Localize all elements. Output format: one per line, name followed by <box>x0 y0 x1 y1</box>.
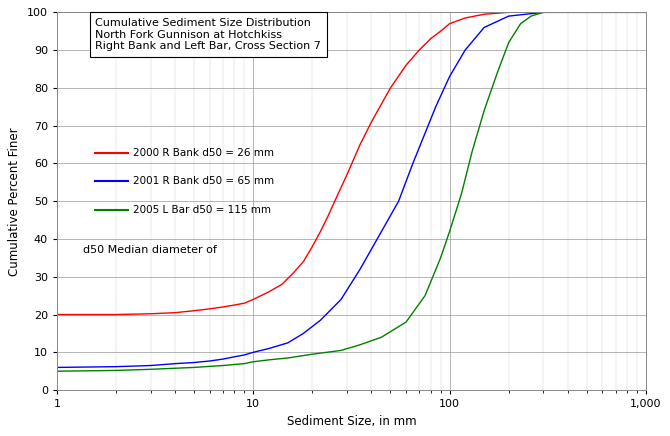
2005 L Bar d50 = 115 mm <box>190 365 198 370</box>
2005 L Bar d50 = 115 mm <box>493 70 501 75</box>
2001 R Bank d50 = 65 mm <box>171 361 179 366</box>
2001 R Bank d50 = 65 mm <box>461 48 469 53</box>
2000 R Bank d50 = 26 mm <box>171 310 179 315</box>
2000 R Bank d50 = 26 mm <box>278 282 286 287</box>
2001 R Bank d50 = 65 mm <box>446 74 454 79</box>
2000 R Bank d50 = 26 mm <box>437 29 445 34</box>
2001 R Bank d50 = 65 mm <box>299 331 308 336</box>
2000 R Bank d50 = 26 mm <box>324 214 332 219</box>
2001 R Bank d50 = 65 mm <box>505 14 513 19</box>
2005 L Bar d50 = 115 mm <box>468 150 476 155</box>
Text: 2000 R Bank d50 = 26 mm: 2000 R Bank d50 = 26 mm <box>133 148 275 158</box>
2000 R Bank d50 = 26 mm <box>331 198 339 204</box>
2001 R Bank d50 = 65 mm <box>409 161 417 166</box>
2000 R Bank d50 = 26 mm <box>480 12 488 17</box>
2000 R Bank d50 = 26 mm <box>230 303 239 308</box>
2000 R Bank d50 = 26 mm <box>387 85 395 91</box>
2000 R Bank d50 = 26 mm <box>356 142 364 147</box>
2000 R Bank d50 = 26 mm <box>249 297 257 302</box>
2005 L Bar d50 = 115 mm <box>458 191 466 196</box>
Line: 2005 L Bar d50 = 115 mm: 2005 L Bar d50 = 115 mm <box>57 12 646 371</box>
2000 R Bank d50 = 26 mm <box>367 119 375 125</box>
2000 R Bank d50 = 26 mm <box>147 311 155 317</box>
Text: Cumulative Sediment Size Distribution
North Fork Gunnison at Hotchkiss
Right Ban: Cumulative Sediment Size Distribution No… <box>95 18 321 51</box>
2005 L Bar d50 = 115 mm <box>147 367 155 372</box>
Text: 2001 R Bank d50 = 65 mm: 2001 R Bank d50 = 65 mm <box>133 176 275 186</box>
2000 R Bank d50 = 26 mm <box>446 21 454 26</box>
2005 L Bar d50 = 115 mm <box>337 348 345 353</box>
2000 R Bank d50 = 26 mm <box>289 270 297 276</box>
2000 R Bank d50 = 26 mm <box>505 10 513 15</box>
2001 R Bank d50 = 65 mm <box>219 357 227 362</box>
Line: 2000 R Bank d50 = 26 mm: 2000 R Bank d50 = 26 mm <box>57 12 646 314</box>
2001 R Bank d50 = 65 mm <box>480 25 488 30</box>
2000 R Bank d50 = 26 mm <box>112 312 120 317</box>
2001 R Bank d50 = 65 mm <box>206 358 214 364</box>
2001 R Bank d50 = 65 mm <box>421 131 429 136</box>
2001 R Bank d50 = 65 mm <box>356 266 364 272</box>
2001 R Bank d50 = 65 mm <box>539 10 547 15</box>
X-axis label: Sediment Size, in mm: Sediment Size, in mm <box>287 415 416 428</box>
2001 R Bank d50 = 65 mm <box>284 340 292 345</box>
2000 R Bank d50 = 26 mm <box>402 63 410 68</box>
2000 R Bank d50 = 26 mm <box>415 48 423 53</box>
Text: 2005 L Bar d50 = 115 mm: 2005 L Bar d50 = 115 mm <box>133 204 271 215</box>
2005 L Bar d50 = 115 mm <box>402 320 410 325</box>
2005 L Bar d50 = 115 mm <box>527 14 535 19</box>
2001 R Bank d50 = 65 mm <box>147 363 155 368</box>
2005 L Bar d50 = 115 mm <box>480 108 488 113</box>
2005 L Bar d50 = 115 mm <box>53 368 61 374</box>
2005 L Bar d50 = 115 mm <box>112 368 120 373</box>
2001 R Bank d50 = 65 mm <box>431 104 440 109</box>
2000 R Bank d50 = 26 mm <box>308 244 316 249</box>
2005 L Bar d50 = 115 mm <box>421 293 429 298</box>
2005 L Bar d50 = 115 mm <box>437 255 445 260</box>
2000 R Bank d50 = 26 mm <box>343 172 351 177</box>
2005 L Bar d50 = 115 mm <box>377 334 385 340</box>
2001 R Bank d50 = 65 mm <box>249 350 257 355</box>
2000 R Bank d50 = 26 mm <box>316 229 324 234</box>
2001 R Bank d50 = 65 mm <box>377 229 385 234</box>
2001 R Bank d50 = 65 mm <box>241 352 249 358</box>
2001 R Bank d50 = 65 mm <box>190 360 198 365</box>
2005 L Bar d50 = 115 mm <box>308 351 316 357</box>
2005 L Bar d50 = 115 mm <box>446 229 454 234</box>
2000 R Bank d50 = 26 mm <box>461 15 469 20</box>
2005 L Bar d50 = 115 mm <box>505 40 513 45</box>
2005 L Bar d50 = 115 mm <box>517 21 525 26</box>
2000 R Bank d50 = 26 mm <box>299 259 308 264</box>
2005 L Bar d50 = 115 mm <box>539 10 547 15</box>
2005 L Bar d50 = 115 mm <box>219 363 227 368</box>
2000 R Bank d50 = 26 mm <box>219 304 227 310</box>
2001 R Bank d50 = 65 mm <box>337 297 345 302</box>
2005 L Bar d50 = 115 mm <box>241 361 249 366</box>
2005 L Bar d50 = 115 mm <box>265 357 273 362</box>
2005 L Bar d50 = 115 mm <box>284 355 292 361</box>
2000 R Bank d50 = 26 mm <box>206 306 214 311</box>
2000 R Bank d50 = 26 mm <box>539 10 547 15</box>
Line: 2001 R Bank d50 = 65 mm: 2001 R Bank d50 = 65 mm <box>57 12 646 368</box>
2001 R Bank d50 = 65 mm <box>230 354 239 359</box>
2005 L Bar d50 = 115 mm <box>642 10 650 15</box>
2000 R Bank d50 = 26 mm <box>642 10 650 15</box>
2001 R Bank d50 = 65 mm <box>265 346 273 351</box>
2000 R Bank d50 = 26 mm <box>53 312 61 317</box>
2001 R Bank d50 = 65 mm <box>112 364 120 369</box>
2001 R Bank d50 = 65 mm <box>316 317 324 323</box>
2000 R Bank d50 = 26 mm <box>265 289 273 294</box>
2005 L Bar d50 = 115 mm <box>356 342 364 347</box>
2000 R Bank d50 = 26 mm <box>241 300 249 306</box>
2000 R Bank d50 = 26 mm <box>427 36 435 41</box>
2001 R Bank d50 = 65 mm <box>642 10 650 15</box>
2001 R Bank d50 = 65 mm <box>395 198 403 204</box>
Text: d50 Median diameter of: d50 Median diameter of <box>84 245 217 255</box>
2005 L Bar d50 = 115 mm <box>249 359 257 364</box>
2000 R Bank d50 = 26 mm <box>190 308 198 313</box>
2001 R Bank d50 = 65 mm <box>53 365 61 370</box>
Y-axis label: Cumulative Percent Finer: Cumulative Percent Finer <box>8 127 21 276</box>
